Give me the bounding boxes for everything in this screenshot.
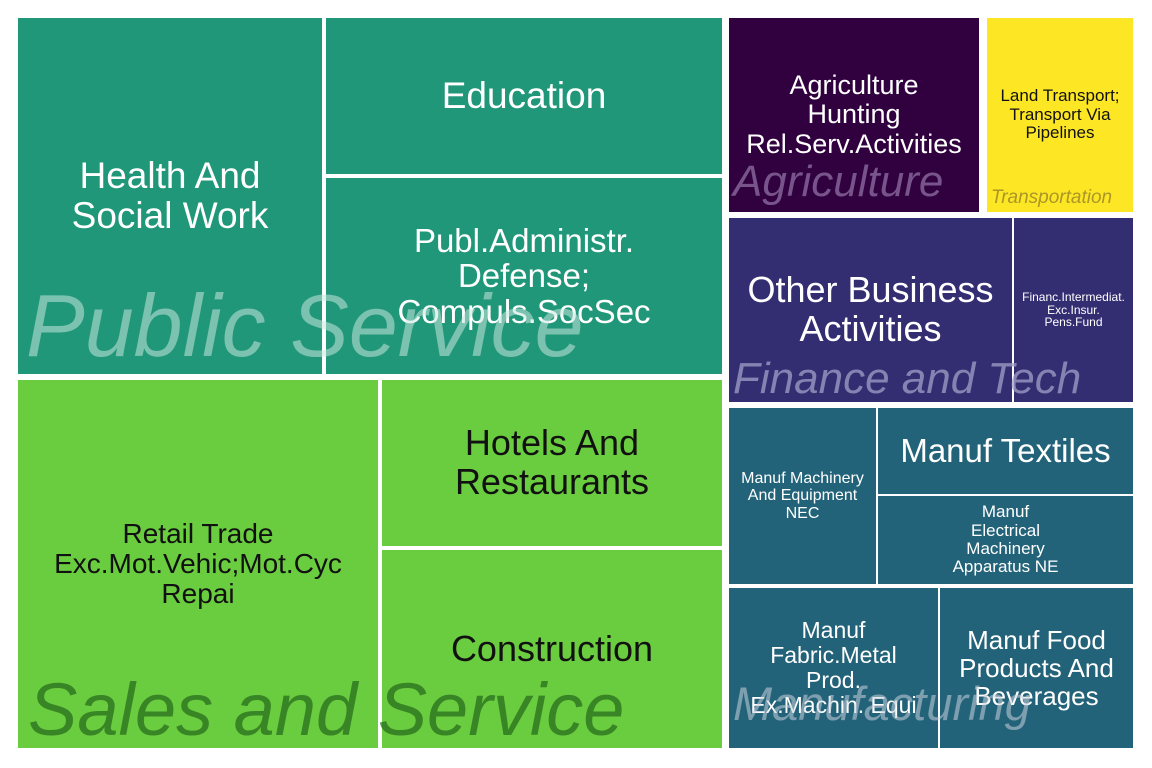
tile-label: Publ.Administr. Defense; Compuls.SocSec xyxy=(397,221,651,330)
tile-construction: Construction xyxy=(382,550,722,748)
tile-label: Manuf Food Products And Beverages xyxy=(959,624,1114,712)
tile-retail-trade-exc-mot-vehic-mot-cyc-repai: Retail Trade Exc.Mot.Vehic;Mot.Cyc Repai xyxy=(18,380,378,748)
tile-label: Health And Social Work xyxy=(71,155,269,236)
tile-label: Financ.Intermediat. Exc.Insur. Pens.Fund xyxy=(1022,289,1125,330)
tile-other-business-activities: Other Business Activities xyxy=(729,218,1012,402)
tile-label: Agriculture Hunting Rel.Serv.Activities xyxy=(746,70,962,159)
tile-label: Manuf Machinery And Equipment NEC xyxy=(741,470,864,522)
tile-label: Hotels And Restaurants xyxy=(454,422,650,502)
tile-label: Education xyxy=(441,75,607,117)
tile-label: Other Business Activities xyxy=(747,269,994,349)
tile-financ-intermediat-exc-insur-pens-fund: Financ.Intermediat. Exc.Insur. Pens.Fund xyxy=(1014,218,1133,402)
tile-manuf-food-products-and-beverages: Manuf Food Products And Beverages xyxy=(940,588,1133,748)
tile-health-and-social-work: Health And Social Work xyxy=(18,18,322,374)
tile-manuf-electrical-machinery-apparatus-ne: Manuf Electrical Machinery Apparatus NE xyxy=(878,496,1133,584)
tile-publ-administr-defense-compuls-socsec: Publ.Administr. Defense; Compuls.SocSec xyxy=(326,178,722,374)
tile-manuf-machinery-and-equipment-nec: Manuf Machinery And Equipment NEC xyxy=(729,408,876,584)
tile-label: Retail Trade Exc.Mot.Vehic;Mot.Cyc Repai xyxy=(54,517,342,610)
tile-label: Manuf Textiles xyxy=(900,432,1111,470)
tile-manuf-fabric-metal-prod-ex-machin-equi: Manuf Fabric.Metal Prod. Ex.Machin. Equi xyxy=(729,588,938,748)
tile-education: Education xyxy=(326,18,722,174)
tile-agriculture-hunting-rel-serv-activities: Agriculture Hunting Rel.Serv.Activities xyxy=(729,18,979,212)
tile-hotels-and-restaurants: Hotels And Restaurants xyxy=(382,380,722,546)
tile-label: Construction xyxy=(450,627,654,669)
tile-label: Manuf Fabric.Metal Prod. Ex.Machin. Equi xyxy=(750,617,917,718)
tile-label: Land Transport; Transport Via Pipelines xyxy=(1000,86,1120,143)
tile-manuf-textiles: Manuf Textiles xyxy=(878,408,1133,494)
tile-label: Manuf Electrical Machinery Apparatus NE xyxy=(952,502,1059,577)
tile-land-transport-transport-via-pipelines: Land Transport; Transport Via Pipelines xyxy=(987,18,1133,212)
